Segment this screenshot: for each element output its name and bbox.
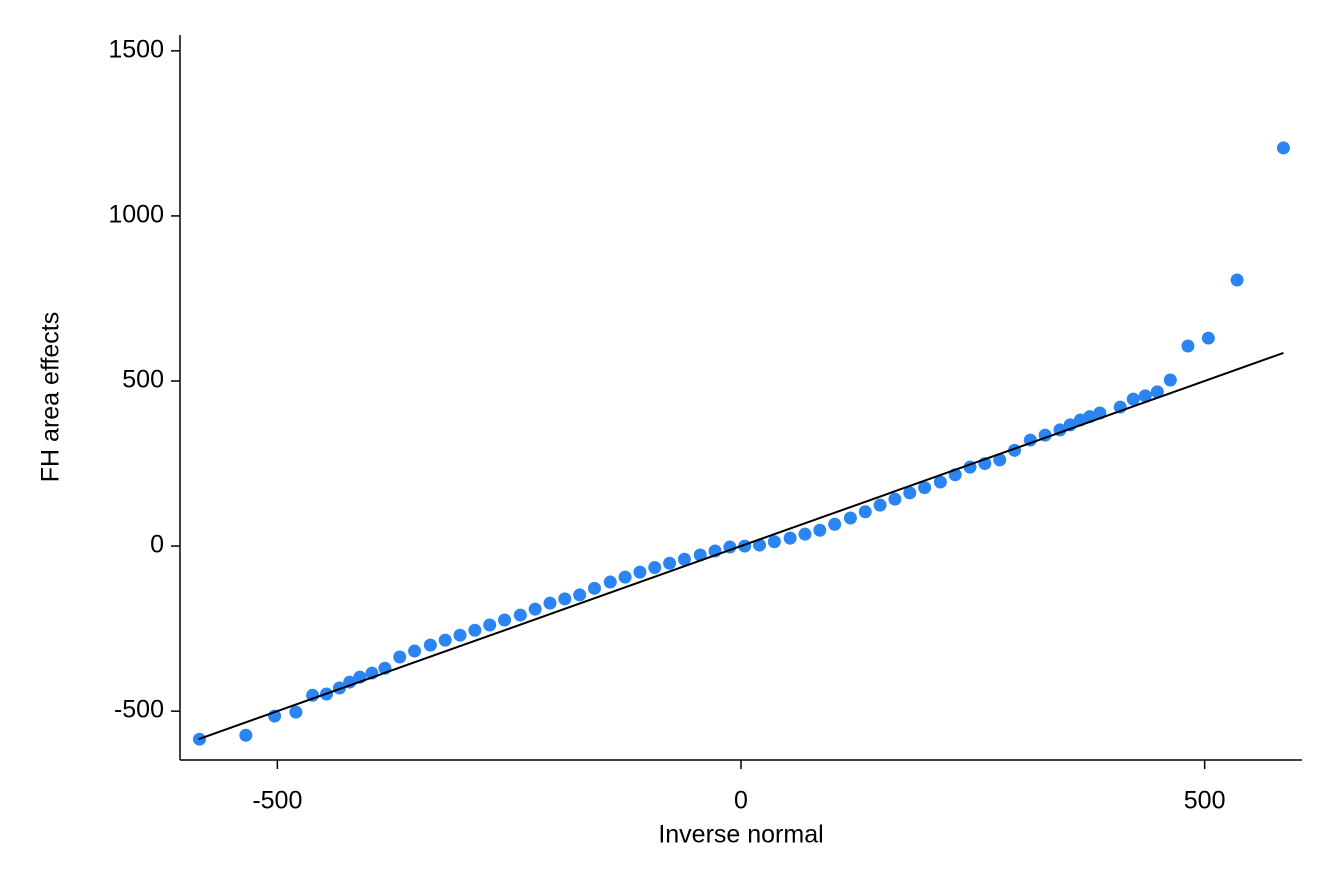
point: [438, 633, 452, 647]
reference-line: [198, 351, 1284, 741]
point: [343, 675, 357, 689]
point: [873, 498, 887, 512]
x-tick-label: 500: [1184, 787, 1226, 815]
point: [306, 688, 320, 702]
point: [767, 535, 781, 549]
point: [498, 613, 512, 627]
point: [1150, 385, 1164, 399]
x-tick-label: 0: [734, 787, 748, 815]
point: [393, 650, 407, 664]
point: [798, 527, 812, 541]
point: [828, 517, 842, 531]
point: [753, 538, 767, 552]
point: [858, 505, 872, 519]
point: [483, 618, 497, 632]
y-axis-label: FH area effects: [37, 312, 65, 482]
point: [528, 602, 542, 616]
y-tick-label: -500: [114, 696, 164, 724]
point: [289, 705, 303, 719]
point: [408, 644, 422, 658]
point: [843, 511, 857, 525]
point: [543, 596, 557, 610]
y-tick-label: 500: [122, 366, 164, 394]
point: [239, 728, 253, 742]
point: [423, 638, 437, 652]
point: [903, 486, 917, 500]
point: [1230, 273, 1244, 287]
point: [1163, 373, 1177, 387]
point: [663, 556, 677, 570]
point: [1201, 331, 1215, 345]
point: [573, 588, 587, 602]
point: [993, 453, 1007, 467]
point: [558, 592, 572, 606]
point: [933, 475, 947, 489]
x-tick-label: -500: [252, 787, 302, 815]
point: [677, 552, 691, 566]
point: [693, 548, 707, 562]
y-tick-label: 1500: [108, 35, 164, 63]
point: [888, 492, 902, 506]
point: [603, 575, 617, 589]
point: [1181, 339, 1195, 353]
point: [648, 561, 662, 575]
point: [513, 608, 527, 622]
point: [453, 628, 467, 642]
point: [1126, 392, 1140, 406]
point: [783, 531, 797, 545]
point: [1138, 389, 1152, 403]
point: [633, 565, 647, 579]
point: [587, 581, 601, 595]
point: [813, 523, 827, 537]
y-tick-label: 1000: [108, 201, 164, 229]
point: [918, 481, 932, 495]
point: [1276, 141, 1290, 155]
point: [468, 623, 482, 637]
point: [618, 570, 632, 584]
x-axis-label: Inverse normal: [658, 821, 823, 849]
y-tick-label: 0: [150, 531, 164, 559]
